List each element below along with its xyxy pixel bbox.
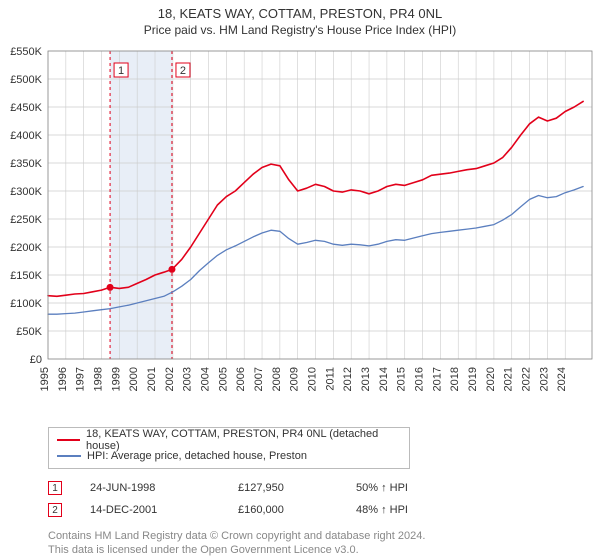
y-tick-label: £550K <box>10 46 42 58</box>
footer-attribution: Contains HM Land Registry data © Crown c… <box>48 529 600 558</box>
x-tick-label: 2001 <box>146 367 158 391</box>
event-badge: 2 <box>48 503 62 517</box>
x-tick-label: 1996 <box>57 367 69 391</box>
footer-line-2: This data is licensed under the Open Gov… <box>48 543 600 557</box>
x-tick-label: 1998 <box>93 367 105 391</box>
y-tick-label: £300K <box>10 186 42 198</box>
y-tick-label: £200K <box>10 242 42 254</box>
y-tick-label: £50K <box>16 326 42 338</box>
x-tick-label: 2012 <box>342 367 354 391</box>
x-tick-label: 2017 <box>431 367 443 391</box>
x-tick-label: 2015 <box>396 367 408 391</box>
x-tick-label: 2006 <box>235 367 247 391</box>
event-marker-label: 2 <box>180 65 186 77</box>
event-dot <box>168 266 175 273</box>
event-marker-label: 1 <box>118 65 124 77</box>
y-tick-label: £0 <box>30 354 42 366</box>
legend-swatch <box>57 455 81 457</box>
x-tick-label: 2009 <box>289 367 301 391</box>
event-badge: 1 <box>48 481 62 495</box>
x-tick-label: 2016 <box>414 367 426 391</box>
x-tick-label: 2022 <box>521 367 533 391</box>
chart-container: { "title": "18, KEATS WAY, COTTAM, PREST… <box>0 0 600 560</box>
legend-label: 18, KEATS WAY, COTTAM, PRESTON, PR4 0NL … <box>86 428 401 452</box>
legend-label: HPI: Average price, detached house, Pres… <box>87 450 307 462</box>
legend-swatch <box>57 439 80 441</box>
chart-subtitle: Price paid vs. HM Land Registry's House … <box>0 21 600 41</box>
event-price: £127,950 <box>238 482 328 494</box>
x-tick-label: 2007 <box>253 367 265 391</box>
legend: 18, KEATS WAY, COTTAM, PRESTON, PR4 0NL … <box>48 427 410 469</box>
y-tick-label: £400K <box>10 130 42 142</box>
x-tick-label: 2011 <box>324 367 336 391</box>
x-tick-label: 2023 <box>538 367 550 391</box>
x-tick-label: 1997 <box>75 367 87 391</box>
y-tick-label: £150K <box>10 270 42 282</box>
x-tick-label: 2021 <box>503 367 515 391</box>
event-dot <box>107 284 114 291</box>
event-row: 2 14-DEC-2001 £160,000 48% ↑ HPI <box>48 499 600 521</box>
event-price: £160,000 <box>238 504 328 516</box>
event-row: 1 24-JUN-1998 £127,950 50% ↑ HPI <box>48 477 600 499</box>
y-tick-label: £450K <box>10 102 42 114</box>
x-tick-label: 2000 <box>128 367 140 391</box>
x-tick-label: 2024 <box>556 367 568 391</box>
event-table: 1 24-JUN-1998 £127,950 50% ↑ HPI 2 14-DEC-200… <box>48 477 600 521</box>
y-tick-label: £500K <box>10 74 42 86</box>
x-tick-label: 2020 <box>485 367 497 391</box>
chart-svg: £0 £50K £100K £150K £200K £250K £300K £350K £400… <box>0 41 600 421</box>
x-tick-label: 2005 <box>217 367 229 391</box>
x-tick-label: 2010 <box>307 367 319 391</box>
event-date: 14-DEC-2001 <box>90 504 210 516</box>
x-tick-label: 2002 <box>164 367 176 391</box>
x-tick-label: 2019 <box>467 367 479 391</box>
event-date: 24-JUN-1998 <box>90 482 210 494</box>
x-tick-label: 1995 <box>39 367 51 391</box>
x-tick-label: 2004 <box>200 367 212 391</box>
y-tick-label: £100K <box>10 298 42 310</box>
y-tick-label: £250K <box>10 214 42 226</box>
event-pct: 50% ↑ HPI <box>356 482 456 494</box>
x-tick-label: 2014 <box>378 367 390 391</box>
footer-line-1: Contains HM Land Registry data © Crown c… <box>48 529 600 543</box>
x-tick-label: 2003 <box>182 367 194 391</box>
x-tick-label: 2018 <box>449 367 461 391</box>
legend-row: 18, KEATS WAY, COTTAM, PRESTON, PR4 0NL … <box>57 432 401 448</box>
x-tick-label: 1999 <box>110 367 122 391</box>
x-tick-label: 2008 <box>271 367 283 391</box>
chart-title: 18, KEATS WAY, COTTAM, PRESTON, PR4 0NL <box>0 0 600 21</box>
x-tick-label: 2013 <box>360 367 372 391</box>
chart-plot-area: £0 £50K £100K £150K £200K £250K £300K £350K £400… <box>0 41 600 421</box>
y-tick-label: £350K <box>10 158 42 170</box>
event-pct: 48% ↑ HPI <box>356 504 456 516</box>
